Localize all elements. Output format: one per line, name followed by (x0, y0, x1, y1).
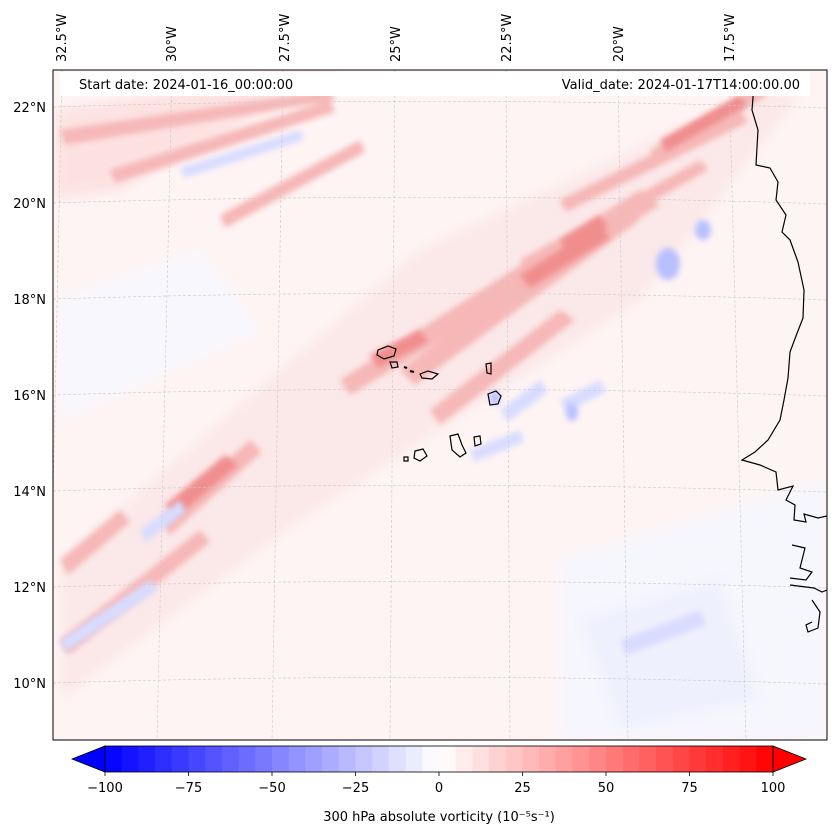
gridlines (53, 70, 827, 740)
cape-verde-sao-nicolau (419, 370, 440, 380)
valid-date-label: Valid_date: 2024-01-17T14:00:00.00 (561, 78, 800, 93)
colorbar-tick-label: 75 (681, 781, 698, 796)
colorbar-segment (155, 746, 173, 772)
lat-label: 12°N (13, 581, 46, 596)
colorbar-segment (656, 746, 674, 772)
colorbar-segment (472, 746, 490, 772)
lat-label: 10°N (13, 677, 46, 692)
cape-verde-fogo (413, 448, 428, 462)
start-date-label: Start date: 2024-01-16_00:00:00 (79, 78, 294, 93)
lat-label: 16°N (13, 389, 46, 404)
colorbar-segment (272, 746, 290, 772)
cape-verde-maio (473, 435, 482, 447)
cape-verde-sao-vicente (389, 361, 399, 369)
colorbar-tick-label: 50 (598, 781, 615, 796)
colorbar-segment (689, 746, 707, 772)
lon-label: 20°W (612, 26, 627, 62)
colorbar-segment (505, 746, 523, 772)
colorbar-segment (422, 746, 440, 772)
colorbar-ticks: −100 −75 −50 −25 0 25 50 75 100 (87, 772, 785, 796)
lat-label: 20°N (13, 197, 46, 212)
colorbar-segments (105, 746, 774, 772)
colorbar-segment (739, 746, 757, 772)
lon-label: 30°W (165, 26, 180, 62)
cape-verde-sal (485, 362, 492, 375)
coastlines (376, 71, 827, 633)
lon-label: 25°W (389, 26, 404, 62)
colorbar-segment (322, 746, 340, 772)
colorbar-segment (572, 746, 590, 772)
vorticity-field (55, 72, 827, 740)
colorbar-segment (672, 746, 690, 772)
colorbar-tick-label: −25 (342, 781, 369, 796)
cape-verde-santiago (449, 433, 467, 458)
map-panel[interactable] (48, 69, 828, 741)
colorbar-segment (455, 746, 473, 772)
colorbar-segment (188, 746, 206, 772)
colorbar-max-extension (772, 745, 808, 773)
colorbar-segment (255, 746, 273, 772)
colorbar-segment (105, 746, 123, 772)
lat-label: 22°N (13, 101, 46, 116)
header-band (60, 72, 810, 96)
lon-label: 32.5°W (55, 14, 70, 62)
cape-verde-boa-vista (487, 390, 502, 406)
colorbar-segment (138, 746, 156, 772)
colorbar-segment (589, 746, 607, 772)
colorbar-segment (522, 746, 540, 772)
colorbar-segment (121, 746, 139, 772)
colorbar-segment (221, 746, 239, 772)
colorbar-segment (372, 746, 390, 772)
colorbar-segment (405, 746, 423, 772)
colorbar-tick-label: −75 (175, 781, 202, 796)
colorbar-tick-label: 0 (435, 781, 443, 796)
colorbar-segment (639, 746, 657, 772)
colorbar-segment (722, 746, 740, 772)
colorbar-segment (305, 746, 323, 772)
colorbar-tick-label: 100 (761, 781, 786, 796)
lat-label: 14°N (13, 485, 46, 500)
lat-label: 18°N (13, 293, 46, 308)
colorbar-segment (606, 746, 624, 772)
lon-label: 27.5°W (278, 14, 293, 62)
colorbar-segment (439, 746, 457, 772)
colorbar-segment (756, 746, 774, 772)
colorbar-segment (555, 746, 573, 772)
colorbar-segment (205, 746, 223, 772)
colorbar-tick-label: −100 (87, 781, 123, 796)
colorbar-segment (238, 746, 256, 772)
lon-label: 22.5°W (500, 14, 515, 62)
cape-verde-santo-antao (376, 345, 397, 360)
lon-label: 17.5°W (723, 14, 738, 62)
colorbar-segment (338, 746, 356, 772)
colorbar-tick-label: −50 (258, 781, 285, 796)
colorbar-segment (288, 746, 306, 772)
colorbar-segment (355, 746, 373, 772)
colorbar-min-extension (70, 745, 106, 773)
colorbar-tick-label: 25 (514, 781, 531, 796)
latitude-labels: 22°N 20°N 18°N 16°N 14°N 12°N 10°N (13, 101, 46, 692)
colorbar-label: 300 hPa absolute vorticity (10⁻⁵s⁻¹) (323, 810, 555, 825)
colorbar-segment (388, 746, 406, 772)
colorbar-segment (706, 746, 724, 772)
colorbar-segment (539, 746, 557, 772)
colorbar-segment (622, 746, 640, 772)
cape-verde-brava (403, 456, 409, 462)
colorbar: −100 −75 −50 −25 0 25 50 75 100 300 hPa absolute… (70, 745, 808, 825)
colorbar-segment (171, 746, 189, 772)
longitude-labels: 32.5°W 30°W 27.5°W 25°W 22.5°W 20°W 17.5… (55, 14, 738, 62)
africa-coastline (740, 71, 827, 633)
colorbar-segment (489, 746, 507, 772)
